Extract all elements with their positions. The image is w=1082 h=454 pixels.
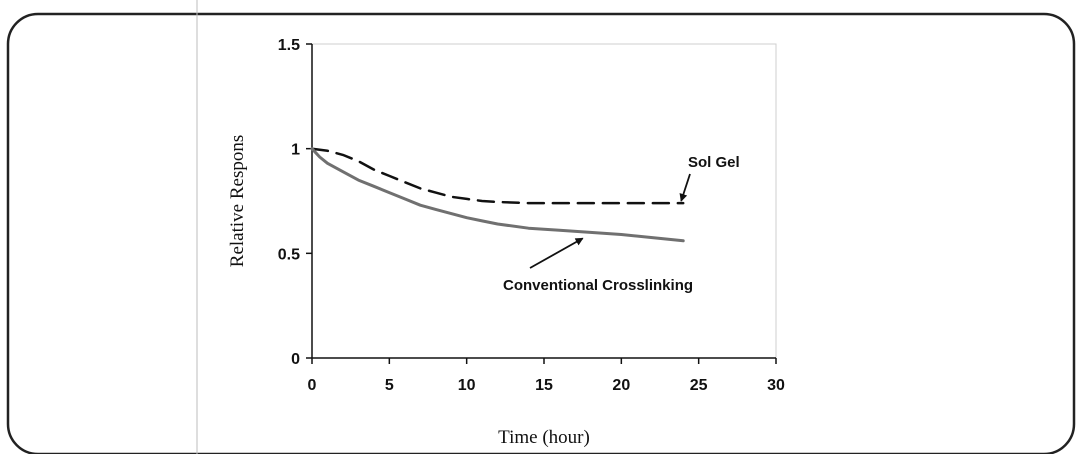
y-tick-label: 1.5 <box>278 37 300 54</box>
x-tick-label: 25 <box>690 377 708 394</box>
annotation-sol-gel: Sol Gel <box>688 154 740 171</box>
series-layer <box>310 147 685 243</box>
y-axis-ticks: 0 0.5 1 1.5 <box>278 37 312 368</box>
x-tick-label: 0 <box>308 377 317 394</box>
y-tick-label: 0.5 <box>278 246 300 263</box>
y-axis-label: Relative Respons <box>227 135 248 267</box>
annotation-arrow-sol-gel <box>679 173 691 202</box>
x-axis-label: Time (hour) <box>498 427 590 448</box>
x-tick-label: 10 <box>458 377 476 394</box>
plot-area <box>311 43 777 359</box>
series-line-conventional-crosslinking <box>310 147 685 243</box>
series-line-sol-gel <box>310 147 685 205</box>
x-axis-ticks: 0 5 10 15 20 25 30 <box>308 358 785 394</box>
x-tick-label: 20 <box>612 377 630 394</box>
annotation-arrow-conventional <box>529 237 584 269</box>
y-tick-label: 1 <box>291 142 300 159</box>
x-tick-label: 30 <box>767 377 785 394</box>
figure-frame <box>6 12 1076 454</box>
x-tick-label: 15 <box>535 377 553 394</box>
x-tick-label: 5 <box>385 377 394 394</box>
y-tick-label: 0 <box>291 351 300 368</box>
annotation-conventional-crosslinking: Conventional Crosslinking <box>503 277 693 294</box>
